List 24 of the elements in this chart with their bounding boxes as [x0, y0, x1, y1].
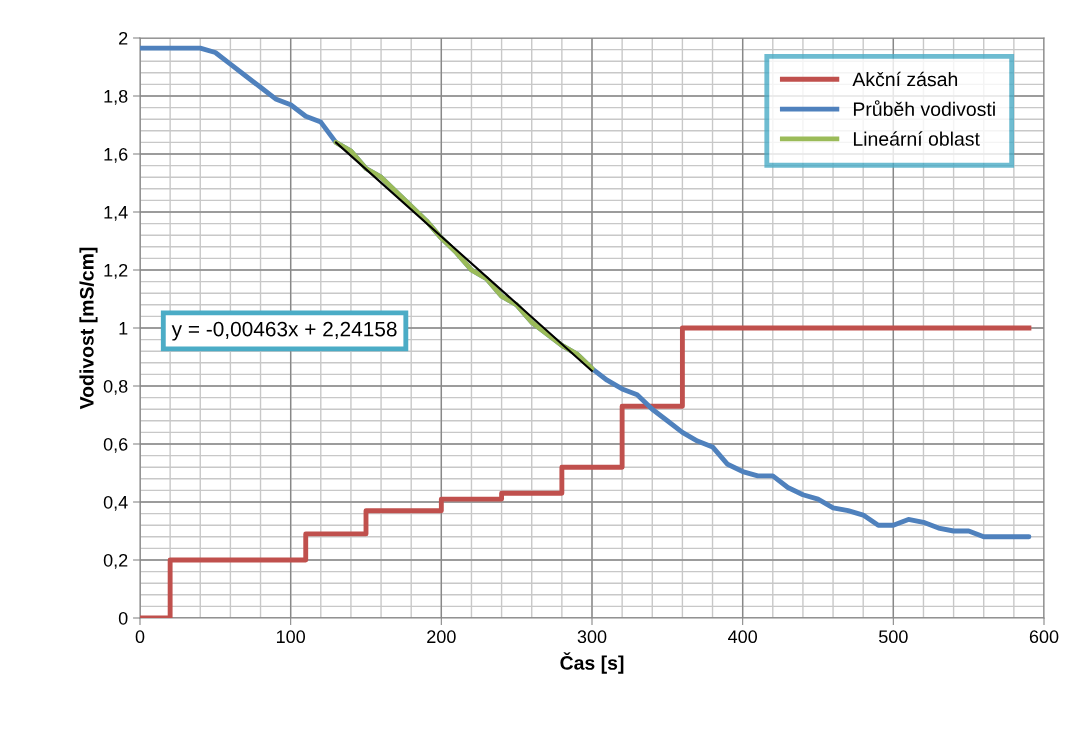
y-tick-label: 1,8: [104, 89, 128, 105]
x-tick-label: 500: [878, 630, 908, 644]
y-tick-label: 0: [118, 611, 128, 625]
x-axis-title: Čas [s]: [560, 652, 624, 674]
legend-label: Akční zásah: [852, 71, 958, 87]
y-tick-label: 1: [119, 322, 128, 335]
x-tick-label: 0: [135, 630, 145, 644]
x-tick-label: 600: [1029, 630, 1059, 644]
legend-label: Lineární oblast: [853, 131, 980, 146]
y-tick-label: 1,4: [104, 206, 128, 221]
x-tick-label: 200: [427, 630, 456, 644]
x-tick-label: 100: [276, 630, 306, 644]
y-tick-label: 0,6: [103, 437, 128, 453]
legend-label: Průběh vodivosti: [853, 100, 995, 117]
y-axis-title: Vodivost [mS/cm]: [79, 247, 98, 410]
y-tick-label: 1,6: [104, 147, 128, 163]
y-tick-label: 0,8: [103, 379, 128, 395]
y-tick-label: 1,2: [104, 263, 128, 279]
x-tick-label: 300: [577, 630, 607, 644]
y-tick-label: 2: [119, 31, 128, 45]
y-tick-label: 0,4: [103, 495, 128, 511]
annotation: y = -0,00463x + 2,24158: [171, 321, 397, 341]
y-tick-label: 0,2: [103, 553, 128, 569]
x-tick-label: 400: [728, 630, 758, 644]
